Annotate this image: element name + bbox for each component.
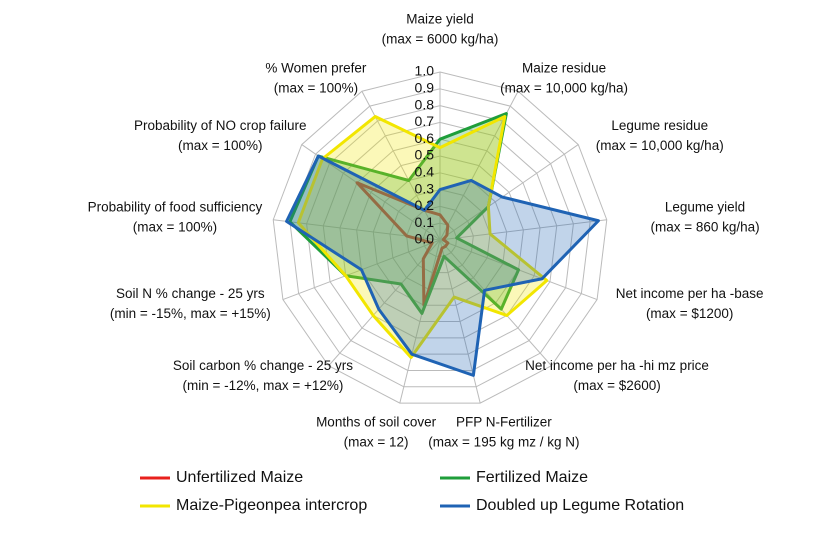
y-tick-label: 1.0 — [415, 63, 435, 79]
axis-label: Probability of food sufficiency — [88, 200, 263, 215]
y-tick-label: 0.5 — [415, 147, 435, 163]
axis-label: Net income per ha -hi mz price — [525, 358, 709, 373]
axis-label: (max = 100%) — [274, 80, 358, 95]
axis-label: (min = -12%, max = +12%) — [182, 378, 343, 393]
grid-line — [322, 121, 558, 355]
axis-label: Probability of NO crop failure — [134, 118, 307, 133]
axis-label: (max = 860 kg/ha) — [650, 220, 759, 235]
y-tick-label: 0.2 — [415, 197, 435, 213]
y-tick-label: 0.0 — [415, 231, 435, 247]
grid-line — [289, 88, 591, 388]
axis-label: (max = $1200) — [646, 306, 733, 321]
y-tick-label: 0.6 — [415, 130, 435, 146]
axis-label: Legume yield — [665, 200, 745, 215]
axis-label: (max = 12) — [344, 434, 409, 449]
y-tick-label: 0.8 — [415, 96, 435, 112]
y-tick-label: 0.4 — [415, 164, 435, 180]
axis-label: Soil carbon % change - 25 yrs — [173, 358, 353, 373]
grid-line — [272, 71, 608, 404]
axis-label: Maize residue — [522, 60, 606, 75]
axis-label: PFP N-Fertilizer — [456, 414, 552, 429]
axis-label: % Women prefer — [265, 60, 367, 75]
y-tick-label: 0.3 — [415, 180, 435, 196]
grid-line — [306, 105, 574, 371]
spoke — [328, 239, 441, 367]
spoke — [439, 219, 607, 241]
axis-label: (max = 10,000 kg/ha) — [596, 138, 724, 153]
grid-line — [339, 138, 541, 339]
spoke — [439, 144, 579, 241]
series-line — [355, 181, 450, 307]
legend-label: Unfertilized Maize — [176, 469, 303, 486]
axis-label: (max = 100%) — [178, 138, 262, 153]
axis-label: Maize yield — [406, 12, 474, 27]
grid-line — [406, 205, 474, 274]
legend-label: Maize-Pigeonpea intercrop — [176, 497, 367, 514]
axis-label: (max = 195 kg mz / kg N) — [428, 434, 579, 449]
axis-label: (max = 10,000 kg/ha) — [500, 80, 628, 95]
y-tick-label: 0.1 — [415, 214, 435, 230]
axis-label: Soil N % change - 25 yrs — [116, 286, 265, 301]
axis-label: (min = -15%, max = +15%) — [110, 306, 271, 321]
legend-label: Fertilized Maize — [476, 469, 588, 486]
axis-label: Legume residue — [611, 118, 708, 133]
y-tick-label: 0.9 — [415, 80, 435, 96]
grid-line — [389, 189, 491, 290]
axis-label: (max = 100%) — [133, 220, 217, 235]
series-line — [285, 154, 600, 377]
grid-line — [372, 172, 508, 306]
axis-label: (max = 6000 kg/ha) — [382, 32, 499, 47]
axis-label: Months of soil cover — [316, 414, 437, 429]
axis-label: (max = $2600) — [573, 378, 660, 393]
spoke — [399, 239, 441, 404]
y-tick-label: 0.7 — [415, 113, 435, 129]
axis-label: Net income per ha -base — [616, 286, 764, 301]
legend-label: Doubled up Legume Rotation — [476, 497, 684, 514]
